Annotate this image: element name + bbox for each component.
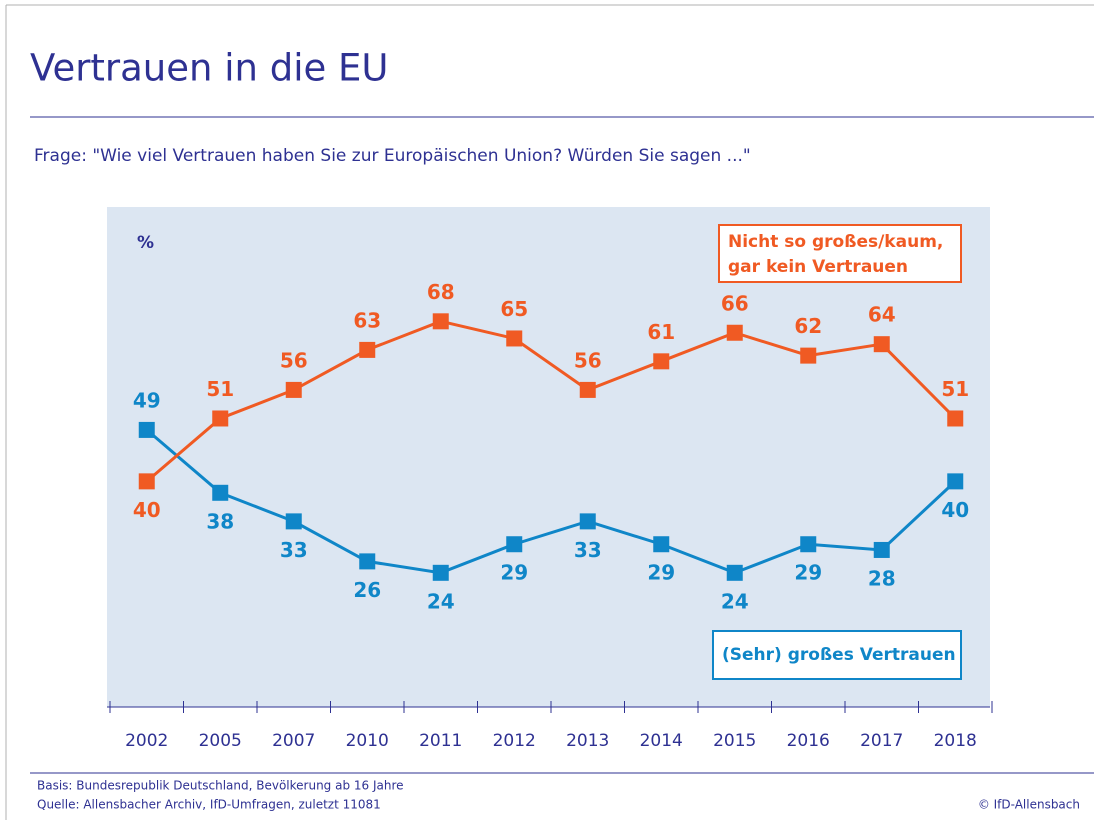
- marker: [506, 330, 523, 347]
- marker: [212, 410, 229, 427]
- footnote: Quelle: Allensbacher Archiv, IfD-Umfrage…: [37, 798, 381, 812]
- data-label: 64: [868, 303, 896, 327]
- x-tick-label: 2017: [860, 731, 903, 751]
- marker: [212, 484, 229, 501]
- marker: [947, 473, 964, 490]
- data-label: 26: [353, 578, 381, 602]
- series-line: [145, 319, 957, 483]
- marker: [800, 536, 817, 553]
- legend-entry: Nicht so großes/kaum, gar kein Vertrauen: [718, 224, 962, 283]
- marker: [579, 513, 596, 530]
- marker: [579, 381, 596, 398]
- marker: [506, 536, 523, 553]
- marker: [800, 347, 817, 364]
- data-label: 33: [280, 538, 308, 562]
- data-label: 63: [353, 308, 381, 332]
- marker: [138, 421, 155, 438]
- x-tick-label: 2011: [419, 731, 462, 751]
- data-label: 51: [206, 377, 234, 401]
- data-label: 61: [647, 320, 675, 344]
- marker: [653, 536, 670, 553]
- x-tick-label: 2010: [346, 731, 389, 751]
- data-label: 62: [794, 314, 822, 338]
- data-label: 28: [868, 566, 896, 590]
- x-tick-label: 2013: [566, 731, 609, 751]
- copyright: © IfD-Allensbach: [978, 798, 1080, 812]
- data-label: 38: [206, 509, 234, 533]
- footnote: Basis: Bundesrepublik Deutschland, Bevöl…: [37, 779, 404, 793]
- x-tick-label: 2007: [272, 731, 315, 751]
- data-label: 65: [500, 297, 528, 321]
- marker: [285, 513, 302, 530]
- marker: [947, 410, 964, 427]
- data-label: 51: [941, 377, 969, 401]
- subtitle: Frage: "Wie viel Vertrauen haben Sie zur…: [34, 146, 751, 166]
- x-tick-label: 2014: [640, 731, 683, 751]
- marker: [873, 336, 890, 353]
- x-tick-label: 2002: [125, 731, 168, 751]
- plot-area: [107, 207, 990, 707]
- marker: [285, 381, 302, 398]
- marker: [138, 473, 155, 490]
- marker: [359, 553, 376, 570]
- data-label: 24: [427, 589, 455, 613]
- marker: [432, 313, 449, 330]
- marker: [359, 341, 376, 358]
- marker: [726, 324, 743, 341]
- data-label: 56: [280, 348, 308, 372]
- data-label: 33: [574, 538, 602, 562]
- marker: [873, 541, 890, 558]
- x-tick-label: 2015: [713, 731, 756, 751]
- y-label: %: [137, 233, 154, 253]
- data-label: 29: [794, 561, 822, 585]
- x-tick-label: 2012: [493, 731, 536, 751]
- data-label: 24: [721, 589, 749, 613]
- data-label: 40: [941, 498, 969, 522]
- data-label: 29: [647, 561, 675, 585]
- data-label: 66: [721, 291, 749, 315]
- x-tick-label: 2005: [199, 731, 242, 751]
- marker: [653, 353, 670, 370]
- data-label: 29: [500, 561, 528, 585]
- legend-entry: (Sehr) großes Vertrauen: [712, 630, 962, 680]
- x-tick-label: 2018: [934, 731, 977, 751]
- series-line: [145, 428, 957, 575]
- data-label: 40: [133, 498, 161, 522]
- data-label: 68: [427, 280, 455, 304]
- marker: [432, 564, 449, 581]
- marker: [726, 564, 743, 581]
- x-tick-label: 2016: [787, 731, 830, 751]
- data-label: 49: [133, 388, 161, 412]
- chart-title: Vertrauen in die EU: [30, 47, 388, 90]
- data-label: 56: [574, 348, 602, 372]
